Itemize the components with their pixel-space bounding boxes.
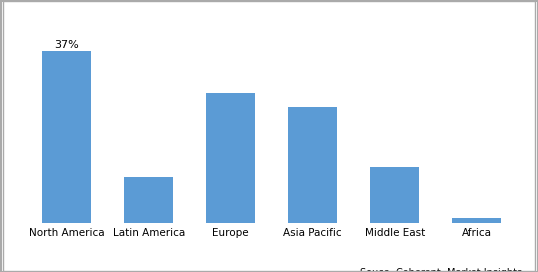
- Bar: [206, 93, 256, 223]
- Text: Souce: Coherent  Market Insights: Souce: Coherent Market Insights: [360, 268, 522, 272]
- Bar: [370, 167, 419, 223]
- Bar: [288, 107, 337, 223]
- Bar: [452, 218, 501, 223]
- Bar: [124, 177, 173, 223]
- Text: 37%: 37%: [54, 40, 79, 50]
- Bar: [42, 51, 91, 223]
